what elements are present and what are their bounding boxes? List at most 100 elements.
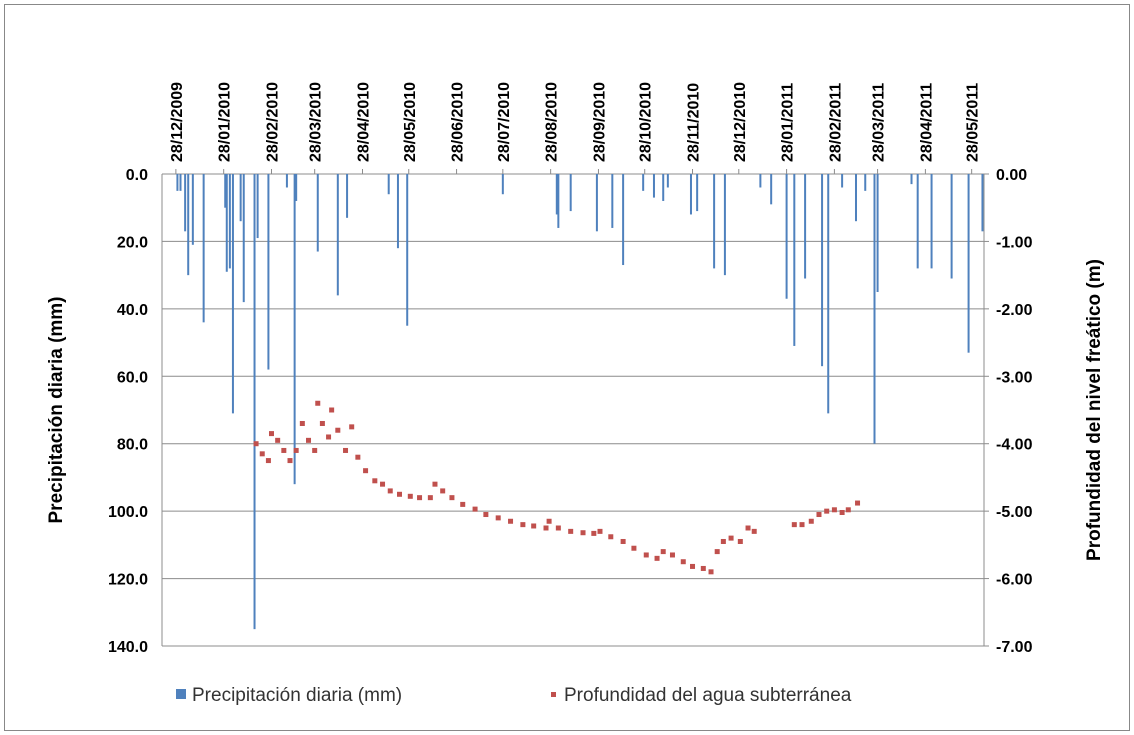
point (349, 424, 355, 430)
x-tick-label: 28/01/2011 (780, 83, 797, 162)
point (708, 569, 714, 575)
point (531, 523, 537, 529)
y2-tick-label: 0.00 (996, 167, 1027, 184)
point (319, 420, 325, 426)
bar (723, 174, 726, 276)
point (831, 507, 837, 513)
point (275, 437, 281, 443)
point (845, 507, 851, 513)
point (737, 538, 743, 544)
chart-frame (4, 4, 1130, 731)
bar (267, 174, 270, 370)
bar (184, 174, 187, 232)
point (449, 495, 455, 501)
bar (253, 174, 256, 630)
bar (336, 174, 339, 296)
point (287, 458, 293, 464)
bar (785, 174, 788, 299)
bar (827, 174, 830, 414)
bar (873, 174, 876, 444)
bar (930, 174, 933, 269)
point (799, 522, 805, 528)
point (299, 420, 305, 426)
point (427, 495, 433, 501)
y-tick-label: 100.0 (108, 504, 148, 521)
x-tick-label: 28/07/2010 (496, 82, 513, 162)
point (363, 468, 369, 474)
point (372, 478, 378, 484)
x-tick-label: 28/11/2010 (686, 83, 703, 162)
bar (967, 174, 970, 353)
point (855, 500, 861, 506)
point (816, 512, 822, 518)
bar (652, 174, 655, 198)
bar (854, 174, 857, 222)
point (568, 528, 574, 534)
point (495, 515, 501, 521)
point (520, 522, 526, 528)
point (680, 559, 686, 565)
point (608, 534, 614, 540)
point (329, 407, 335, 413)
point (791, 522, 797, 528)
point (259, 451, 265, 457)
bar (202, 174, 205, 323)
bar (228, 174, 231, 269)
bar (387, 174, 390, 195)
bar (231, 174, 234, 414)
bar (406, 174, 409, 326)
point (728, 535, 734, 541)
bar (876, 174, 879, 292)
point (745, 525, 751, 531)
y-tick-label: 80.0 (117, 437, 148, 454)
point (460, 501, 466, 507)
point (824, 508, 830, 514)
y-tick-label: 40.0 (117, 302, 148, 319)
bar (821, 174, 824, 367)
bar (285, 174, 288, 188)
bar (316, 174, 319, 252)
x-tick-label: 28/05/2010 (402, 82, 419, 162)
bar (662, 174, 665, 201)
bar (910, 174, 913, 185)
bar (187, 174, 190, 276)
x-tick-label: 28/04/2010 (355, 82, 372, 162)
point (508, 518, 514, 524)
point (808, 518, 814, 524)
bar (622, 174, 625, 266)
point (700, 565, 706, 571)
y2-tick-label: -1.00 (996, 234, 1033, 251)
bar (611, 174, 614, 228)
point (591, 530, 597, 536)
bar (950, 174, 953, 279)
point (417, 495, 423, 501)
point (432, 481, 438, 487)
bar (666, 174, 669, 188)
x-tick-label: 28/02/2011 (827, 83, 844, 162)
x-tick-label: 28/04/2011 (918, 83, 935, 162)
y2-tick-label: -3.00 (996, 369, 1033, 386)
point (751, 528, 757, 534)
y-tick-label: 0.0 (126, 167, 148, 184)
y2-tick-label: -4.00 (996, 437, 1033, 454)
bar (346, 174, 349, 218)
point (472, 506, 478, 512)
x-tick-label: 28/02/2010 (264, 82, 281, 162)
y2-tick-label: -6.00 (996, 572, 1033, 589)
bar (256, 174, 259, 239)
bar (713, 174, 716, 269)
y-axis-title: Precipitación diaria (mm) (46, 296, 67, 523)
x-tick-label: 28/03/2010 (308, 82, 325, 162)
bar (557, 174, 560, 228)
bar (689, 174, 692, 215)
point (343, 447, 349, 453)
y-tick-label: 120.0 (108, 572, 148, 589)
point (312, 447, 318, 453)
bar (293, 174, 296, 485)
point (643, 552, 649, 558)
bar (555, 174, 558, 215)
bar (804, 174, 807, 279)
bar (916, 174, 919, 269)
bar (770, 174, 773, 205)
